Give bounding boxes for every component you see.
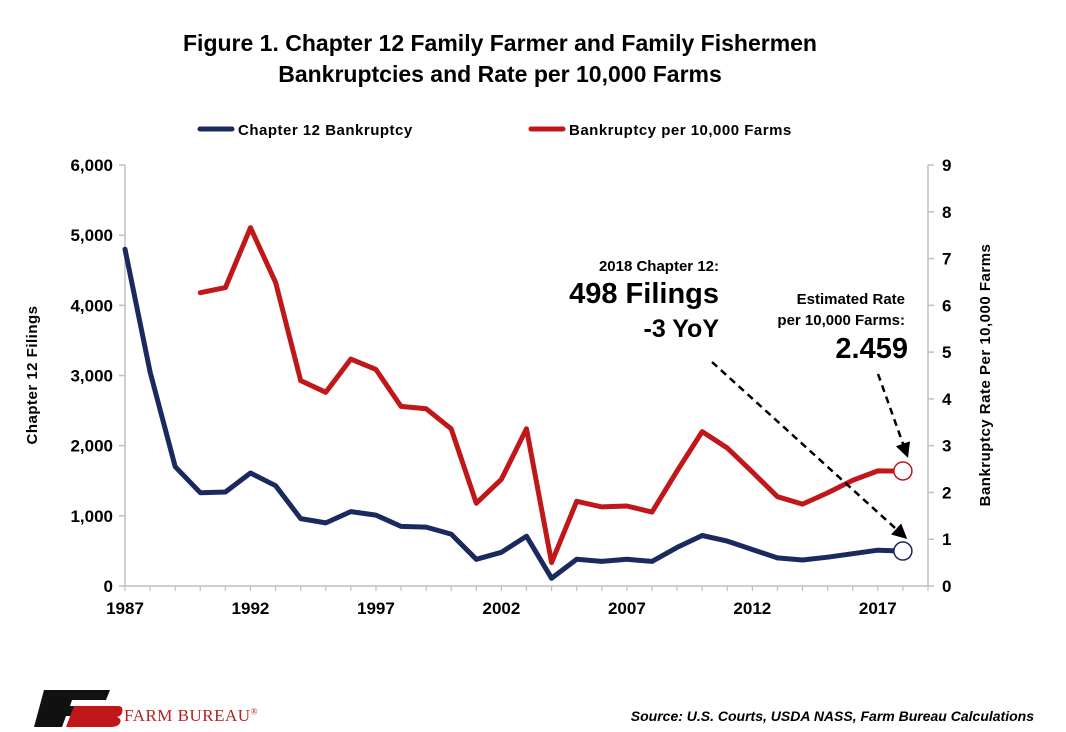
x-tick-label: 2017 — [859, 599, 897, 618]
left-tick-label: 2,000 — [70, 437, 113, 456]
x-axis-ticks: 1987 1992 1997 2002 2007 2012 2017 — [106, 586, 929, 618]
x-tick-label: 1997 — [357, 599, 395, 618]
annotation-arrows — [711, 361, 911, 540]
chart-title-line-1: Figure 1. Chapter 12 Family Farmer and F… — [183, 30, 817, 56]
right-tick-label: 9 — [942, 156, 951, 175]
arrow-filings — [711, 361, 908, 540]
legend: Chapter 12 Bankruptcy Bankruptcy per 10,… — [197, 122, 792, 139]
farm-bureau-logo-text: FARM BUREAU® — [124, 706, 258, 726]
legend-label-filings: Chapter 12 Bankruptcy — [238, 122, 413, 139]
right-tick-label: 7 — [942, 250, 951, 269]
source-note: Source: U.S. Courts, USDA NASS, Farm Bur… — [630, 708, 1034, 724]
x-tick-label: 1987 — [106, 599, 144, 618]
left-tick-label: 6,000 — [70, 156, 113, 175]
series-line-rate — [197, 225, 906, 566]
right-tick-label: 2 — [942, 483, 951, 502]
x-tick-label: 2002 — [482, 599, 520, 618]
farm-bureau-logo-icon — [34, 690, 123, 727]
y-axis-title-left: Chapter 12 Filings — [24, 305, 41, 444]
right-tick-label: 8 — [942, 203, 951, 222]
annotation-filings-change: -3 YoY — [644, 315, 720, 343]
left-tick-label: 1,000 — [70, 507, 113, 526]
annotation-filings-label: 2018 Chapter 12: — [599, 258, 719, 275]
endpoint-marker-filings — [893, 541, 913, 561]
left-tick-label: 5,000 — [70, 226, 113, 245]
right-axis-ticks: 0 1 2 3 4 5 6 7 8 9 — [928, 156, 952, 596]
left-tick-label: 4,000 — [70, 296, 113, 315]
right-tick-label: 0 — [942, 577, 951, 596]
right-tick-label: 1 — [942, 530, 951, 549]
right-tick-label: 4 — [942, 390, 952, 409]
x-tick-label: 1992 — [232, 599, 270, 618]
left-tick-label: 3,000 — [70, 367, 113, 386]
y-axis-title-right: Bankruptcy Rate Per 10,000 Farms — [977, 244, 994, 507]
annotation-filings: 2018 Chapter 12: 498 Filings -3 YoY — [569, 258, 719, 343]
endpoint-marker-rate — [893, 461, 913, 481]
x-tick-label: 2012 — [733, 599, 771, 618]
axes — [124, 165, 929, 587]
series-line-filings — [122, 246, 906, 581]
annotation-rate-value: 2.459 — [835, 333, 908, 365]
legend-label-rate: Bankruptcy per 10,000 Farms — [569, 122, 792, 139]
left-tick-label: 0 — [104, 577, 113, 596]
registered-mark: ® — [250, 706, 258, 717]
arrow-rate — [876, 373, 911, 458]
chart-title-line-2: Bankruptcies and Rate per 10,000 Farms — [278, 61, 722, 87]
annotation-filings-value: 498 Filings — [569, 278, 719, 310]
logo-name: FARM BUREAU — [124, 706, 251, 725]
x-tick-label: 2007 — [608, 599, 646, 618]
annotation-rate: Estimated Rate per 10,000 Farms: 2.459 — [777, 291, 908, 365]
left-axis-ticks: 0 1,000 2,000 3,000 4,000 5,000 6,000 — [70, 156, 125, 596]
right-tick-label: 5 — [942, 343, 951, 362]
chart-title: Figure 1. Chapter 12 Family Farmer and F… — [0, 28, 1000, 90]
right-tick-label: 6 — [942, 296, 951, 315]
right-tick-label: 3 — [942, 437, 951, 456]
annotation-rate-label-2: per 10,000 Farms: — [777, 312, 905, 329]
annotation-rate-label-1: Estimated Rate — [797, 291, 905, 308]
